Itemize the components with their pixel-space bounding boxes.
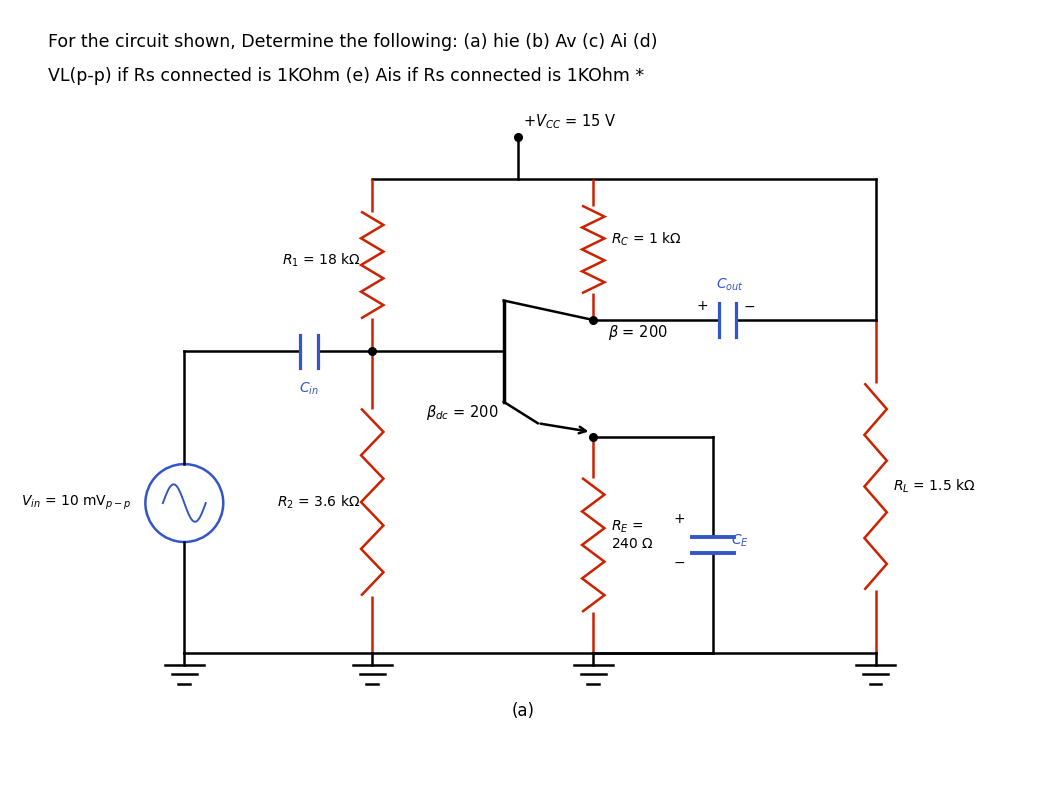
- Text: $R_L$ = 1.5 k$\Omega$: $R_L$ = 1.5 k$\Omega$: [893, 478, 976, 495]
- Text: $C_{out}$: $C_{out}$: [716, 277, 743, 292]
- Text: VL(p-p) if Rs connected is 1KOhm (e) Ais if Rs connected is 1KOhm *: VL(p-p) if Rs connected is 1KOhm (e) Ais…: [48, 67, 645, 85]
- Text: $\beta_{dc}$ = 200: $\beta_{dc}$ = 200: [426, 403, 498, 422]
- Text: $R_E$ =
240 $\Omega$: $R_E$ = 240 $\Omega$: [611, 519, 654, 552]
- Text: $+$: $+$: [697, 299, 708, 314]
- Text: (a): (a): [512, 702, 534, 720]
- Text: $\beta$ = 200: $\beta$ = 200: [607, 322, 668, 341]
- Text: $C_E$: $C_E$: [731, 533, 749, 549]
- Text: $V_{in}$ = 10 mV$_{p-p}$: $V_{in}$ = 10 mV$_{p-p}$: [20, 494, 131, 512]
- Text: $R_C$ = 1 k$\Omega$: $R_C$ = 1 k$\Omega$: [611, 231, 682, 248]
- Text: $+V_{CC}$ = 15 V: $+V_{CC}$ = 15 V: [524, 113, 617, 131]
- Text: For the circuit shown, Determine the following: (a) hie (b) Av (c) Ai (d): For the circuit shown, Determine the fol…: [48, 33, 657, 50]
- Text: $R_1$ = 18 k$\Omega$: $R_1$ = 18 k$\Omega$: [281, 251, 361, 269]
- Text: $-$: $-$: [743, 299, 755, 314]
- Text: $C_{in}$: $C_{in}$: [299, 381, 319, 397]
- Text: $-$: $-$: [673, 556, 685, 570]
- Text: $+$: $+$: [673, 512, 685, 526]
- Text: $R_2$ = 3.6 k$\Omega$: $R_2$ = 3.6 k$\Omega$: [277, 493, 361, 511]
